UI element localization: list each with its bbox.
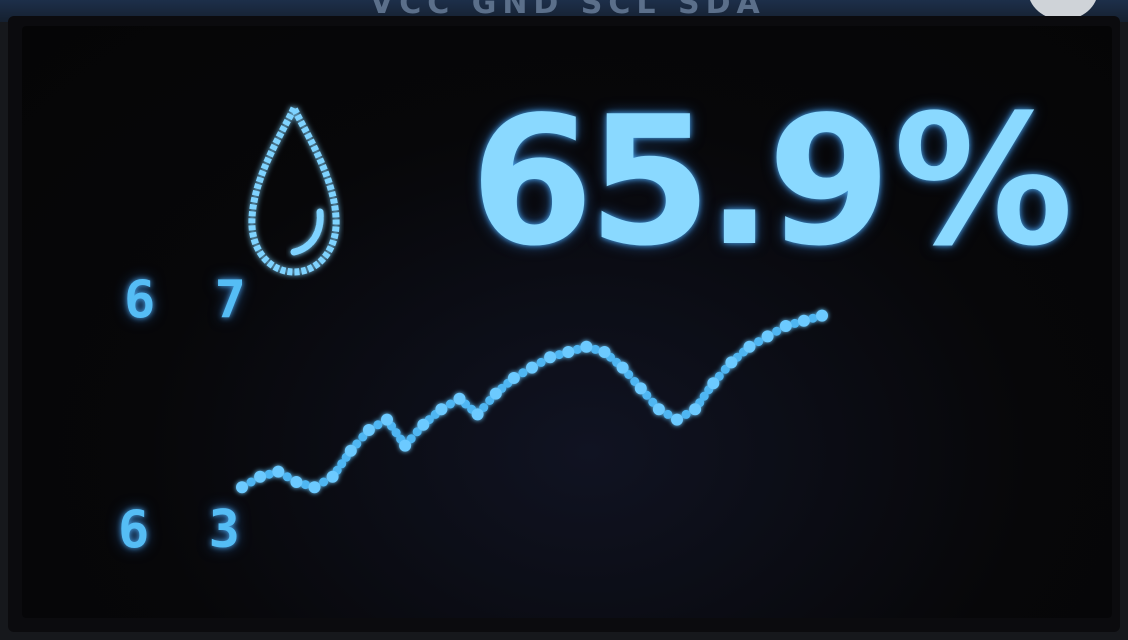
data-point bbox=[779, 320, 792, 332]
data-point bbox=[362, 424, 375, 436]
data-point bbox=[489, 387, 502, 400]
data-point bbox=[707, 377, 720, 390]
data-point bbox=[507, 372, 520, 384]
series-line-dot bbox=[572, 344, 582, 354]
series-line-dot bbox=[554, 350, 564, 360]
series-line-dot bbox=[772, 326, 782, 336]
series-line-dot bbox=[445, 399, 455, 409]
data-point bbox=[580, 340, 593, 353]
data-point bbox=[526, 361, 538, 374]
data-point bbox=[652, 403, 665, 416]
data-point bbox=[435, 403, 448, 416]
data-point bbox=[381, 413, 393, 426]
data-point bbox=[254, 470, 267, 483]
oled-screen bbox=[22, 26, 1112, 618]
data-point bbox=[344, 444, 357, 457]
data-point bbox=[399, 439, 412, 452]
series-line-dot bbox=[337, 459, 347, 469]
series-line-dot bbox=[246, 477, 256, 487]
data-point bbox=[326, 470, 339, 483]
pin-labels: VCC GND SCL SDA bbox=[370, 0, 766, 21]
data-point bbox=[671, 413, 683, 426]
data-point bbox=[562, 346, 575, 358]
data-point bbox=[236, 481, 248, 494]
series-line-dot bbox=[754, 337, 764, 347]
series-line-dot bbox=[790, 318, 800, 328]
series-line-dot bbox=[391, 428, 401, 438]
series-line-dot bbox=[630, 377, 640, 386]
series-line-dot bbox=[282, 472, 292, 482]
series-line-dot bbox=[479, 403, 489, 412]
data-point bbox=[272, 465, 285, 478]
series-line-dot bbox=[412, 427, 422, 437]
data-point bbox=[616, 361, 629, 374]
humidity-series bbox=[236, 309, 828, 494]
data-point bbox=[634, 382, 647, 395]
series-line-dot bbox=[358, 432, 368, 442]
series-line-dot bbox=[699, 391, 709, 401]
series-line-dot bbox=[264, 469, 274, 479]
series-line-dot bbox=[518, 368, 528, 378]
data-point bbox=[743, 340, 756, 353]
series-line-dot bbox=[590, 344, 600, 354]
y-axis-max-label: 6 7 bbox=[124, 270, 260, 330]
humidity-value: 65.9 bbox=[470, 78, 891, 285]
humidity-reading: 65.9% bbox=[470, 92, 1074, 272]
series-line-dot bbox=[624, 370, 634, 379]
series-line-dot bbox=[300, 480, 310, 490]
data-point bbox=[417, 418, 430, 431]
series-line-dot bbox=[536, 357, 546, 367]
series-line-dot bbox=[406, 434, 416, 444]
data-point bbox=[308, 481, 321, 494]
mount-hole bbox=[1028, 0, 1098, 20]
data-point bbox=[290, 476, 303, 488]
data-point bbox=[816, 309, 828, 322]
series-line-dot bbox=[663, 409, 673, 419]
data-point bbox=[761, 330, 774, 343]
data-point bbox=[471, 408, 484, 421]
data-point bbox=[797, 314, 810, 327]
data-point bbox=[598, 346, 611, 358]
data-point bbox=[544, 351, 557, 364]
data-point bbox=[725, 356, 738, 369]
series-line-dot bbox=[373, 420, 383, 430]
series-line-dot bbox=[720, 364, 730, 374]
series-line-dot bbox=[681, 409, 691, 419]
water-drop-icon bbox=[248, 100, 340, 276]
series-line-dot bbox=[319, 477, 329, 487]
series-line-dot bbox=[808, 313, 818, 323]
series-line-dot bbox=[485, 396, 495, 405]
humidity-unit: % bbox=[893, 77, 1074, 286]
series-line-dot bbox=[648, 397, 658, 407]
data-point bbox=[689, 403, 702, 416]
data-point bbox=[453, 392, 466, 405]
